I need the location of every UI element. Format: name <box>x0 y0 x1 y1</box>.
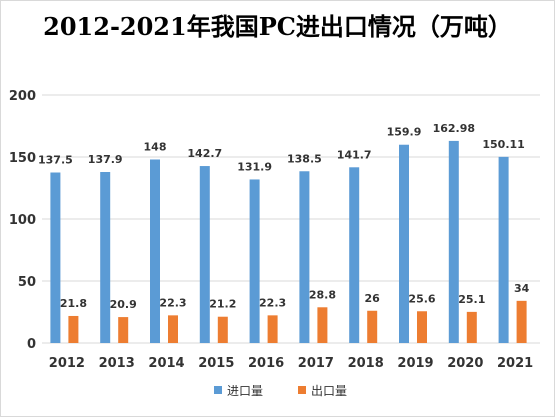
export-value-label-2021: 34 <box>514 282 530 295</box>
x-tick-label-2012: 2012 <box>49 356 85 371</box>
import-value-label-2019: 159.9 <box>387 126 422 139</box>
chart-title: 2012-2021年我国PC进出口情况（万吨） <box>43 12 512 41</box>
x-tick-label-2015: 2015 <box>198 356 234 371</box>
y-axis-ticks: 0 50 100 150 200 <box>9 89 36 352</box>
import-bar-2017 <box>299 171 310 343</box>
import-value-label-2012: 137.5 <box>38 154 73 167</box>
bars <box>50 140 527 343</box>
import-bar-2021 <box>498 156 509 343</box>
x-tick-label-2016: 2016 <box>248 356 284 371</box>
export-value-label-2018: 26 <box>365 292 381 305</box>
export-bar-2016 <box>267 315 278 343</box>
import-bar-2020 <box>448 140 459 343</box>
y-tick-label: 50 <box>18 275 36 290</box>
export-value-label-2015: 21.2 <box>209 298 236 311</box>
export-value-label-2016: 22.3 <box>259 296 286 309</box>
export-bar-2018 <box>367 310 378 343</box>
export-value-label-2019: 25.6 <box>408 292 435 305</box>
export-bar-2019 <box>417 311 427 343</box>
import-bar-2012 <box>50 172 61 343</box>
import-value-label-2021: 150.11 <box>482 138 524 151</box>
x-tick-label-2019: 2019 <box>397 356 433 371</box>
export-value-label-2017: 28.8 <box>309 288 336 301</box>
export-value-label-2012: 21.8 <box>60 297 87 310</box>
import-bar-2015 <box>199 166 210 343</box>
import-value-label-2015: 142.7 <box>187 147 222 160</box>
x-tick-label-2014: 2014 <box>148 356 184 371</box>
export-bar-2021 <box>516 300 527 343</box>
import-value-label-2020: 162.98 <box>433 122 475 135</box>
export-bar-2013 <box>118 317 129 343</box>
legend-export-label: 出口量 <box>311 384 347 398</box>
export-value-label-2013: 20.9 <box>110 298 137 311</box>
y-tick-label: 100 <box>9 213 36 228</box>
export-value-label-2014: 22.3 <box>159 296 186 309</box>
import-bar-2019 <box>399 144 409 343</box>
export-value-label-2020: 25.1 <box>458 293 485 306</box>
x-tick-label-2020: 2020 <box>447 356 483 371</box>
import-value-label-2017: 138.5 <box>287 152 322 165</box>
legend-import-label: 进口量 <box>227 384 263 398</box>
import-value-label-2018: 141.7 <box>337 148 372 161</box>
import-bar-2016 <box>249 179 260 343</box>
x-tick-label-2021: 2021 <box>497 356 533 371</box>
export-bar-2015 <box>217 316 228 343</box>
y-tick-label: 150 <box>9 151 36 166</box>
x-tick-label-2018: 2018 <box>348 356 384 371</box>
import-bar-2018 <box>349 167 360 343</box>
export-bar-2012 <box>68 315 79 343</box>
import-value-label-2014: 148 <box>144 140 167 153</box>
import-value-label-2013: 137.9 <box>88 153 123 166</box>
import-bar-2013 <box>100 172 111 343</box>
x-axis-ticks: 2012 2013 2014 2015 2016 2017 2018 2019 2020 2021 <box>49 356 533 371</box>
import-value-label-2016: 131.9 <box>237 160 272 173</box>
export-bar-2014 <box>168 315 178 343</box>
y-tick-label: 200 <box>9 89 36 104</box>
export-bar-2020 <box>466 311 477 343</box>
legend-import-swatch <box>214 386 222 394</box>
legend: 进口量 出口量 <box>214 384 347 398</box>
data-labels: 137.5 21.8 137.9 20.9 148 22.3 142.7 21.2 131.9 2… <box>38 122 530 311</box>
export-bar-2017 <box>317 307 328 343</box>
y-tick-label: 0 <box>27 337 36 352</box>
legend-export-swatch <box>298 386 306 394</box>
x-tick-label-2013: 2013 <box>99 356 135 371</box>
x-tick-label-2017: 2017 <box>298 356 334 371</box>
import-bar-2014 <box>150 159 160 343</box>
